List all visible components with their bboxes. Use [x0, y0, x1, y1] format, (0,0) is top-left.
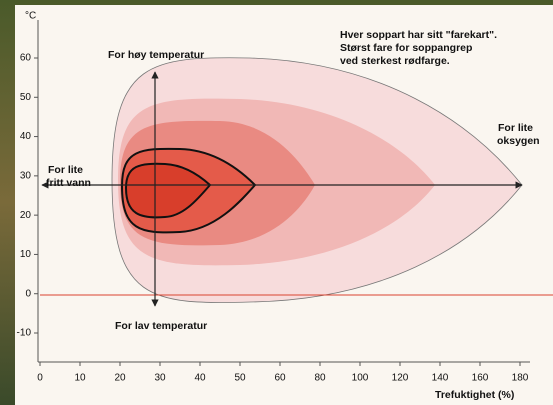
- x-axis-label: Trefuktighet (%): [435, 389, 514, 401]
- y-tick-label: 0: [25, 288, 31, 299]
- x-tick-label: 60: [274, 373, 286, 384]
- x-tick-label: 180: [512, 373, 529, 384]
- label-dry: For lite: [48, 164, 83, 176]
- x-tick-label: 20: [114, 373, 126, 384]
- y-tick-label: -10: [17, 328, 32, 339]
- x-tick-label: 100: [352, 373, 369, 384]
- x-tick-label: 80: [314, 373, 326, 384]
- y-tick-label: 30: [20, 170, 32, 181]
- x-tick-label: 120: [392, 373, 409, 384]
- label-oxygen: For lite: [498, 122, 533, 134]
- y-tick-label: 60: [20, 53, 32, 64]
- x-tick-label: 40: [194, 373, 206, 384]
- label-dry: fritt vann: [46, 177, 91, 189]
- y-tick-label: 40: [20, 131, 32, 142]
- x-tick-label: 0: [37, 373, 43, 384]
- label-oxygen: oksygen: [497, 135, 540, 147]
- diagram: °C Trefuktighet (%) For høy temperatur F…: [0, 0, 553, 405]
- y-tick-label: 10: [20, 249, 32, 260]
- x-tick-label: 160: [472, 373, 489, 384]
- x-tick-label: 30: [154, 373, 166, 384]
- label-low-temp: For lav temperatur: [115, 320, 207, 332]
- note: ved sterkest rødfarge.: [340, 55, 450, 67]
- label-high-temp: For høy temperatur: [108, 49, 204, 61]
- y-tick-label: 50: [20, 92, 32, 103]
- note: Størst fare for soppangrep: [340, 42, 472, 54]
- x-tick-label: 50: [234, 373, 246, 384]
- y-tick-label: 20: [20, 210, 32, 221]
- x-tick-label: 10: [74, 373, 86, 384]
- x-tick-label: 140: [432, 373, 449, 384]
- note: Hver soppart har sitt "farekart".: [340, 29, 497, 41]
- y-unit: °C: [25, 11, 36, 22]
